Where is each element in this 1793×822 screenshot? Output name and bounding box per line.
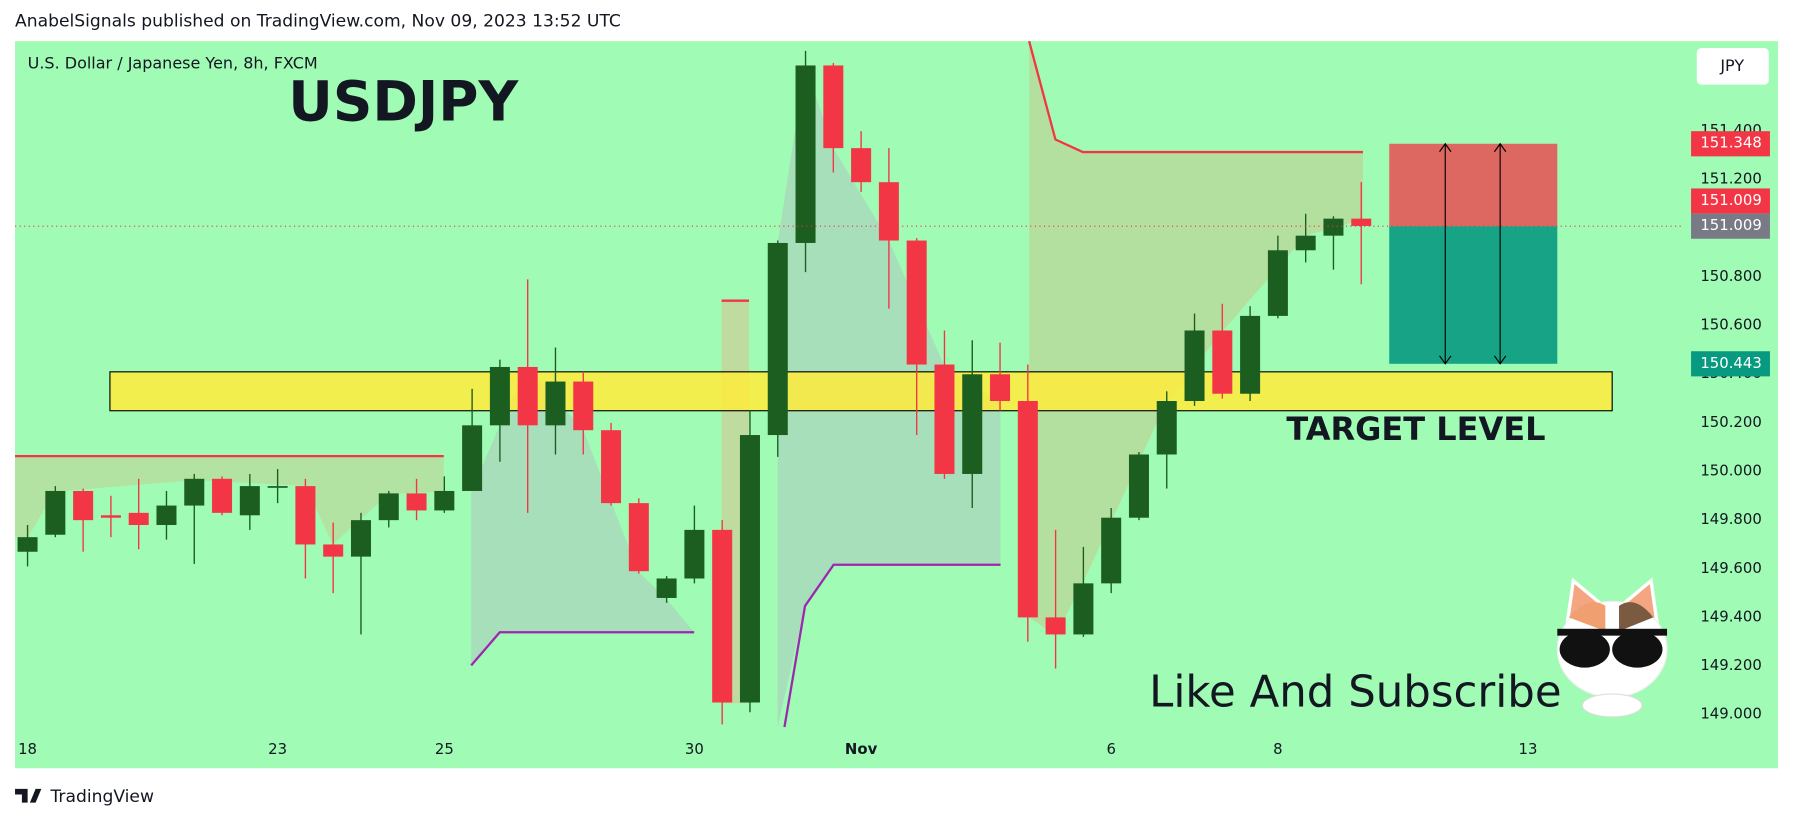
- price-label-box: [1691, 213, 1770, 239]
- price-label-box: [1691, 188, 1770, 214]
- candle-body: [1240, 315, 1261, 394]
- candle-body: [1267, 250, 1288, 316]
- indicator-area: [471, 366, 695, 666]
- y-tick-label: 149.200: [1700, 656, 1761, 674]
- candle-body: [878, 182, 899, 241]
- price-label: 151.009: [1700, 216, 1761, 234]
- candle-body: [1184, 330, 1205, 402]
- candle-body: [628, 503, 649, 572]
- target-zone: [109, 371, 1613, 412]
- candle-body: [434, 490, 455, 511]
- candle-body: [323, 544, 344, 557]
- candle-body: [267, 486, 288, 488]
- candle-body: [128, 512, 149, 526]
- candle-body: [350, 520, 371, 557]
- x-tick-label: 18: [18, 740, 37, 758]
- y-tick-label: 149.800: [1700, 510, 1761, 528]
- candle-body: [656, 578, 677, 598]
- indicator-line: [783, 563, 1001, 728]
- candle-body: [739, 435, 760, 703]
- x-tick-label: 8: [1273, 740, 1282, 758]
- candle-body: [1295, 235, 1316, 251]
- candle-body: [1045, 617, 1066, 635]
- y-tick-label: 150.000: [1700, 462, 1761, 480]
- y-tick-label: 150.800: [1700, 267, 1761, 285]
- currency-button[interactable]: [1696, 48, 1769, 85]
- candle-body: [795, 65, 816, 243]
- candle-body: [517, 366, 538, 426]
- x-tick-label: Nov: [845, 740, 878, 758]
- candle-body: [712, 529, 733, 703]
- indicator-line: [470, 631, 695, 667]
- candle-body: [184, 478, 205, 506]
- candle-body: [962, 374, 983, 474]
- x-tick-label: 13: [1518, 740, 1537, 758]
- x-tick-label: 23: [268, 740, 287, 758]
- candle-body: [100, 515, 121, 518]
- candle-body: [767, 242, 788, 436]
- indicator-area: [15, 456, 444, 545]
- arrow-head: [1493, 142, 1507, 365]
- arrow-head: [1439, 142, 1452, 365]
- price-label-box: [1691, 351, 1770, 377]
- candle-body: [462, 425, 483, 491]
- candle-body: [1073, 583, 1094, 635]
- currency-label: JPY: [1719, 56, 1744, 75]
- y-tick-label: 149.000: [1700, 705, 1761, 723]
- candle-body: [684, 529, 705, 579]
- header: AnabelSignals published on TradingView.c…: [15, 12, 621, 32]
- plot: 149.000 149.200 149.400 149.600 149.800 150.0…: [15, 50, 1770, 758]
- price-label-box: [1691, 131, 1770, 157]
- candle-body: [545, 381, 566, 426]
- y-tick-label: 151.200: [1700, 170, 1761, 188]
- target-label: TARGET LEVEL: [1286, 410, 1545, 448]
- candle-body: [45, 490, 66, 535]
- candle-body: [489, 366, 510, 426]
- tradingview-logo: TradingView: [15, 787, 154, 807]
- price-label: 151.009: [1700, 191, 1761, 209]
- y-tick-label: 149.400: [1700, 607, 1761, 625]
- candle-body: [156, 505, 177, 526]
- y-tick-label: 150.200: [1700, 413, 1761, 431]
- candle-body: [1128, 454, 1149, 518]
- candle-body: [1101, 517, 1122, 584]
- chart-title: U.S. Dollar / Japanese Yen, 8h, FXCM: [28, 54, 318, 73]
- candle-body: [601, 430, 622, 504]
- candle-body: [1017, 401, 1038, 618]
- stop-area: [1389, 143, 1558, 227]
- candle-body: [906, 240, 927, 365]
- candle-body: [239, 486, 260, 516]
- candle-body: [934, 364, 955, 474]
- y-tick-label: 150.600: [1700, 316, 1761, 334]
- candle-body: [1212, 330, 1233, 394]
- price-label: 150.443: [1700, 354, 1761, 372]
- caption: Like And Subscribe: [1149, 668, 1561, 718]
- candle-body: [17, 537, 38, 552]
- price-label: 151.348: [1700, 134, 1761, 152]
- candle-body: [573, 381, 594, 431]
- indicator-line: [1028, 40, 1363, 154]
- brand: TradingView: [49, 787, 153, 807]
- candle-body: [990, 374, 1011, 402]
- candle-body: [1351, 218, 1372, 226]
- candle-body: [73, 490, 94, 521]
- candle-body: [851, 148, 872, 183]
- x-tick-label: 25: [435, 740, 454, 758]
- y-tick-label: 149.600: [1700, 559, 1761, 577]
- candle-body: [406, 493, 427, 511]
- candle-body: [295, 486, 316, 545]
- candle-body: [1323, 218, 1344, 236]
- candle-body: [1156, 401, 1177, 455]
- x-tick-label: 6: [1106, 740, 1115, 758]
- candle-body: [212, 478, 233, 513]
- candle-body: [823, 65, 844, 149]
- candle-body: [378, 493, 399, 521]
- symbol-label: USDJPY: [288, 69, 519, 133]
- x-tick-label: 30: [685, 740, 704, 758]
- cat-sticker: [1556, 577, 1668, 718]
- target-area: [1389, 226, 1558, 364]
